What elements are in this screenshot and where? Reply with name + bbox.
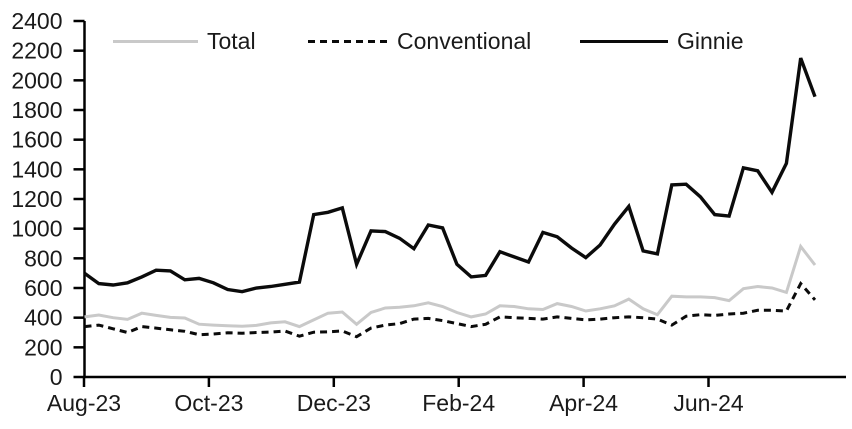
ginnie-line-swatch [580,39,668,43]
legend-item-total: Total [113,29,256,53]
series-line-total [84,243,817,329]
legend-item-ginnie: Ginnie [580,29,743,53]
x-tick-label: Dec-23 [297,390,371,416]
y-tick-label: 1600 [11,127,62,153]
x-tick-label: Aug-23 [47,390,121,416]
x-tick-label: Oct-23 [174,390,243,416]
y-tick-label: 1200 [11,186,62,212]
total-line-swatch [113,39,198,43]
chart-legend: Total Conventional Ginnie [0,0,852,60]
y-tick-label: 0 [50,364,63,390]
conventional-line-swatch [308,39,388,43]
series-line-ginnie [83,57,817,294]
y-tick-label: 1000 [11,216,62,242]
x-tick-label: Jun-24 [673,390,744,416]
x-tick-label: Feb-24 [422,390,495,416]
y-tick-label: 1800 [11,97,62,123]
y-tick-label: 400 [24,305,62,331]
legend-label-conventional: Conventional [397,28,532,54]
legend-label-total: Total [207,28,256,54]
y-tick-label: 800 [24,245,62,271]
y-tick-label: 2400 [11,8,62,34]
y-tick-label: 2200 [11,38,62,64]
y-tick-label: 600 [24,275,62,301]
y-tick-label: 1400 [11,156,62,182]
x-tick-label: Apr-24 [549,390,618,416]
legend-item-conventional: Conventional [308,29,531,53]
series-line-conventional [84,280,817,339]
y-tick-label: 2000 [11,67,62,93]
y-tick-label: 200 [24,334,62,360]
legend-label-ginnie: Ginnie [677,28,744,54]
